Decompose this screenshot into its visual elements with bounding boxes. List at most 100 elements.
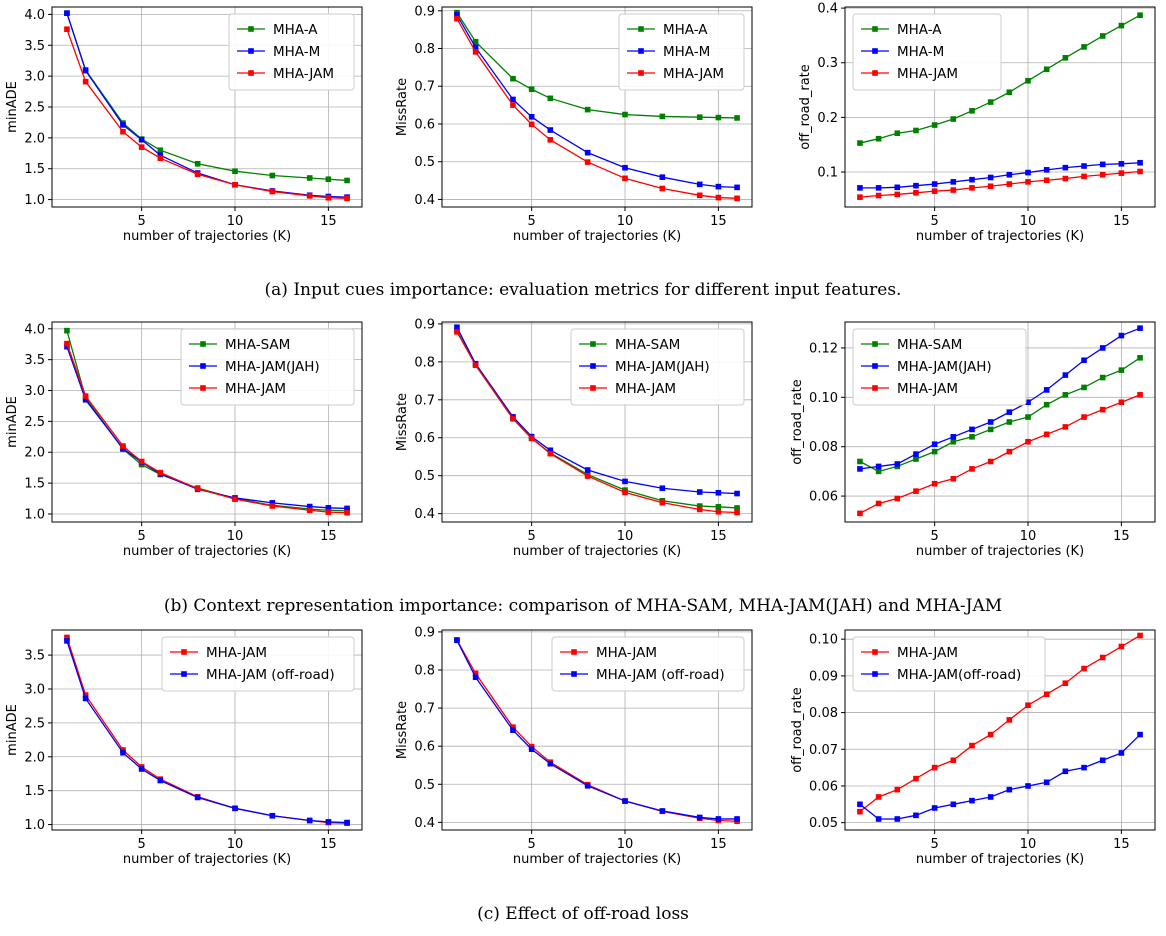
data-point (1119, 750, 1125, 756)
data-point (158, 778, 164, 784)
data-point (473, 49, 479, 55)
y-tick-label: 1.5 (24, 477, 45, 492)
data-point (876, 469, 882, 475)
data-point (988, 183, 994, 189)
x-tick-label: 10 (1020, 837, 1037, 852)
data-point (307, 507, 313, 513)
x-tick-label: 5 (930, 837, 938, 852)
legend-label: MHA-M (663, 44, 710, 60)
data-point (139, 144, 145, 150)
data-point (1063, 392, 1069, 398)
legend: MHA-AMHA-MMHA-JAM (853, 14, 1001, 90)
y-tick-label: 0.8 (414, 664, 435, 679)
chart-1: 5 10 15 1.0 1.5 2.0 2.5 3.0 3.5 4.0 number of traj… (5, 7, 362, 244)
data-point (932, 188, 938, 194)
data-point (1081, 765, 1087, 771)
data-point (64, 328, 70, 334)
x-tick-label: 15 (710, 837, 727, 852)
data-point (932, 449, 938, 455)
legend-label: MHA-A (273, 22, 318, 38)
data-point (1119, 367, 1125, 373)
data-point (1044, 177, 1050, 183)
y-tick-label: 3.0 (24, 70, 45, 85)
data-point (83, 79, 89, 85)
y-tick-label: 2.5 (24, 101, 45, 116)
y-tick-label: 4.0 (24, 8, 45, 23)
legend-label: MHA-A (897, 22, 942, 38)
legend-swatch-marker (872, 70, 878, 76)
data-point (1063, 55, 1069, 61)
y-tick-label: 0.8 (414, 42, 435, 57)
data-point (622, 112, 628, 118)
data-point (716, 509, 722, 515)
data-point (326, 176, 332, 182)
data-point (1137, 392, 1143, 398)
data-point (716, 816, 722, 822)
y-axis-label: off_road_rate (798, 64, 813, 150)
data-point (1007, 89, 1013, 95)
legend-swatch-marker (638, 26, 644, 32)
data-point (969, 466, 975, 472)
series-line (860, 171, 1140, 197)
x-axis-label: number of trajectories (K) (513, 544, 681, 559)
y-axis-label: minADE (5, 396, 20, 448)
data-point (232, 806, 238, 812)
data-point (529, 746, 535, 752)
data-point (1025, 414, 1031, 420)
y-tick-label: 0.10 (809, 391, 838, 406)
legend-label: MHA-JAM (596, 645, 657, 661)
data-point (585, 107, 591, 113)
legend: MHA-JAMMHA-JAM (off-road) (552, 637, 744, 691)
y-tick-label: 0.5 (414, 469, 435, 484)
data-point (1044, 387, 1050, 393)
data-point (913, 456, 919, 462)
legend-label: MHA-JAM (206, 645, 267, 661)
y-tick-label: 0.7 (414, 702, 435, 717)
x-tick-label: 10 (617, 214, 634, 229)
data-point (951, 757, 957, 763)
y-axis-label: MissRate (395, 393, 410, 451)
data-point (195, 486, 201, 492)
data-point (622, 798, 628, 804)
data-point (716, 115, 722, 121)
x-tick-label: 15 (320, 837, 337, 852)
data-point (1025, 702, 1031, 708)
data-point (660, 808, 666, 814)
legend-label: MHA-JAM (off-road) (206, 667, 335, 683)
y-tick-label: 0.9 (414, 625, 435, 640)
data-point (1063, 176, 1069, 182)
data-point (158, 470, 164, 476)
chart-8: 5 10 150.40.50.60.70.80.9number of traject… (395, 625, 752, 867)
legend: MHA-AMHA-MMHA-JAM (619, 14, 744, 90)
data-point (932, 441, 938, 447)
y-tick-label: 0.4 (414, 507, 435, 522)
data-point (1025, 783, 1031, 789)
data-point (326, 195, 332, 201)
data-point (1100, 375, 1106, 381)
data-point (1007, 787, 1013, 793)
y-tick-label: 3.0 (24, 682, 45, 697)
data-point (894, 496, 900, 502)
data-point (622, 165, 628, 171)
legend-label: MHA-JAM (897, 645, 958, 661)
y-tick-label: 0.7 (414, 393, 435, 408)
data-point (857, 466, 863, 472)
data-point (932, 805, 938, 811)
data-point (894, 461, 900, 467)
data-point (1081, 163, 1087, 169)
data-point (548, 127, 554, 133)
data-point (969, 185, 975, 191)
y-tick-label: 0.6 (414, 431, 435, 446)
data-point (326, 509, 332, 515)
data-point (1044, 402, 1050, 408)
data-point (913, 183, 919, 189)
x-tick-label: 15 (320, 214, 337, 229)
legend-label: MHA-JAM (897, 66, 958, 82)
data-point (270, 503, 276, 509)
legend-label: MHA-JAM(off-road) (897, 667, 1021, 683)
data-point (622, 176, 628, 182)
legend-swatch-marker (872, 341, 878, 347)
legend: MHA-SAMMHA-JAM(JAH)MHA-JAM (181, 329, 354, 405)
x-tick-label: 5 (137, 214, 145, 229)
legend-label: MHA-M (273, 44, 320, 60)
